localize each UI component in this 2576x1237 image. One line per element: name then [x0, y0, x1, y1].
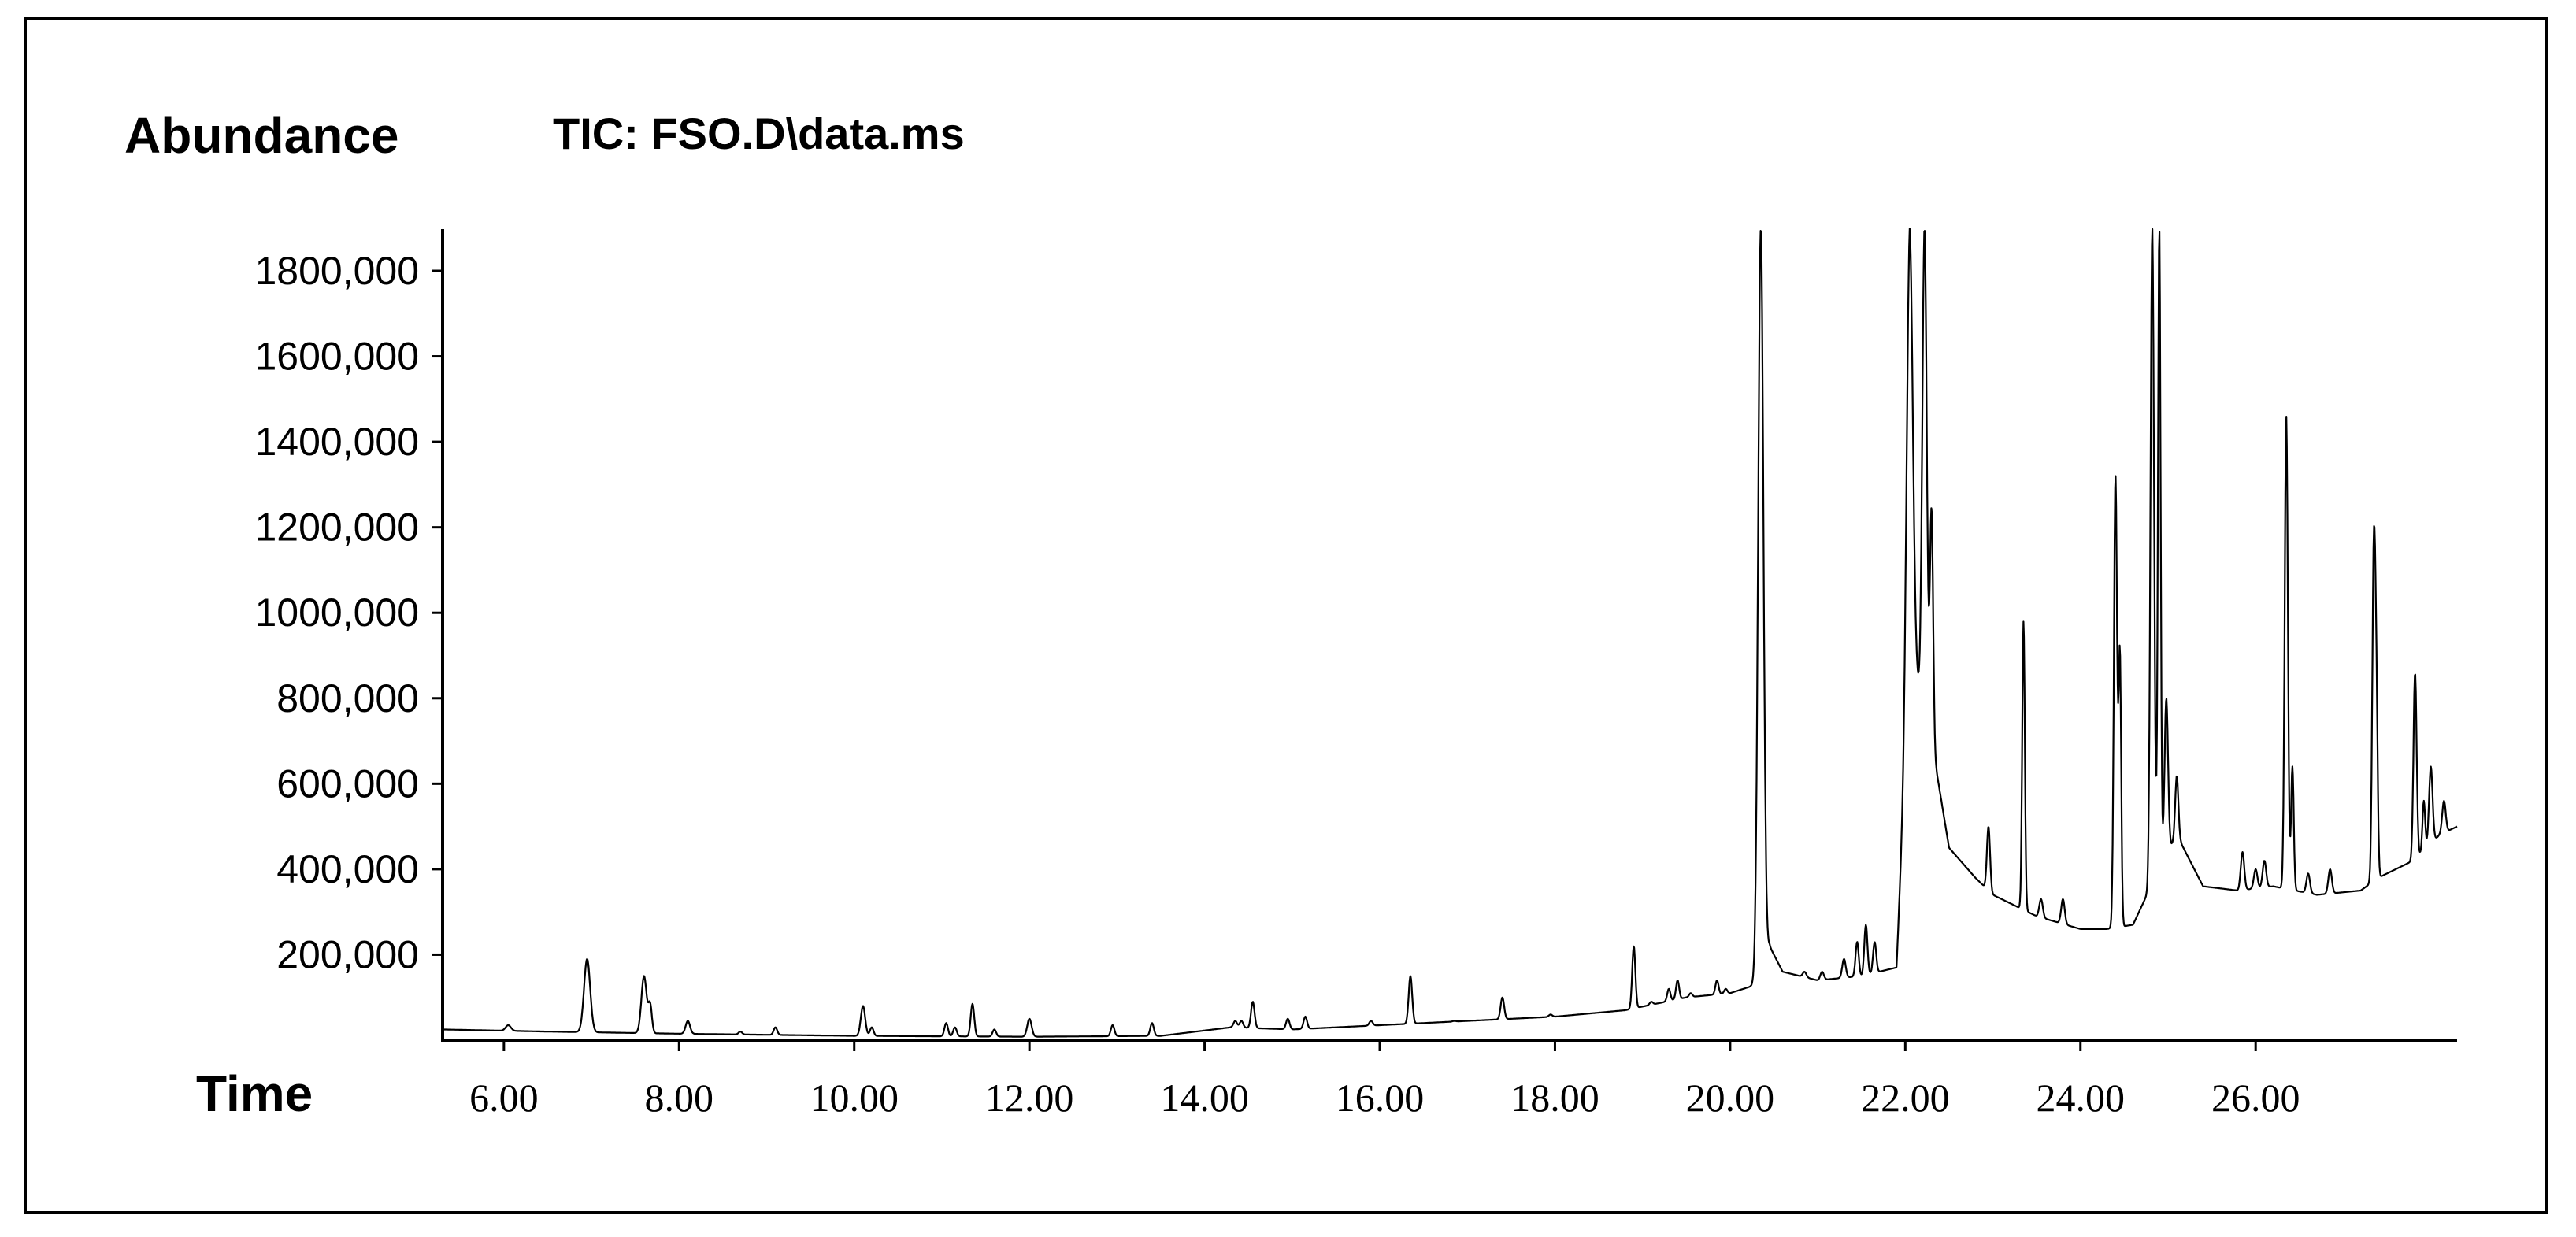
y-tick-label: 1600,000 — [254, 335, 419, 379]
x-tick-label: 8.00 — [645, 1076, 714, 1120]
x-tick-label: 10.00 — [810, 1076, 899, 1120]
y-tick-label: 400,000 — [276, 847, 419, 891]
y-tick-label: 1800,000 — [254, 249, 419, 293]
x-tick-label: 20.00 — [1686, 1076, 1775, 1120]
y-tick-label: 200,000 — [276, 932, 419, 976]
chart-frame: Abundance TIC: FSO.D\data.ms Time 200,00… — [24, 17, 2548, 1214]
x-tick-label: 22.00 — [1861, 1076, 1950, 1120]
x-tick-label: 6.00 — [469, 1076, 539, 1120]
y-tick-label: 600,000 — [276, 761, 419, 806]
y-tick-label: 800,000 — [276, 676, 419, 720]
tic-chart: Abundance TIC: FSO.D\data.ms Time 200,00… — [124, 107, 2458, 1122]
y-axis-title: Abundance — [124, 107, 398, 164]
x-tick-label: 18.00 — [1510, 1076, 1599, 1120]
x-axis-title: Time — [196, 1065, 313, 1122]
tic-series-line — [442, 228, 2458, 1038]
x-tick-label: 12.00 — [985, 1076, 1074, 1120]
y-tick-label: 1200,000 — [254, 506, 419, 550]
x-tick-label: 14.00 — [1160, 1076, 1249, 1120]
y-tick-label: 1000,000 — [254, 591, 419, 635]
x-tick-label: 16.00 — [1336, 1076, 1425, 1120]
y-tick-label: 1400,000 — [254, 420, 419, 464]
chart-title: TIC: FSO.D\data.ms — [553, 109, 965, 158]
x-tick-label: 26.00 — [2211, 1076, 2300, 1120]
x-tick-label: 24.00 — [2037, 1076, 2126, 1120]
